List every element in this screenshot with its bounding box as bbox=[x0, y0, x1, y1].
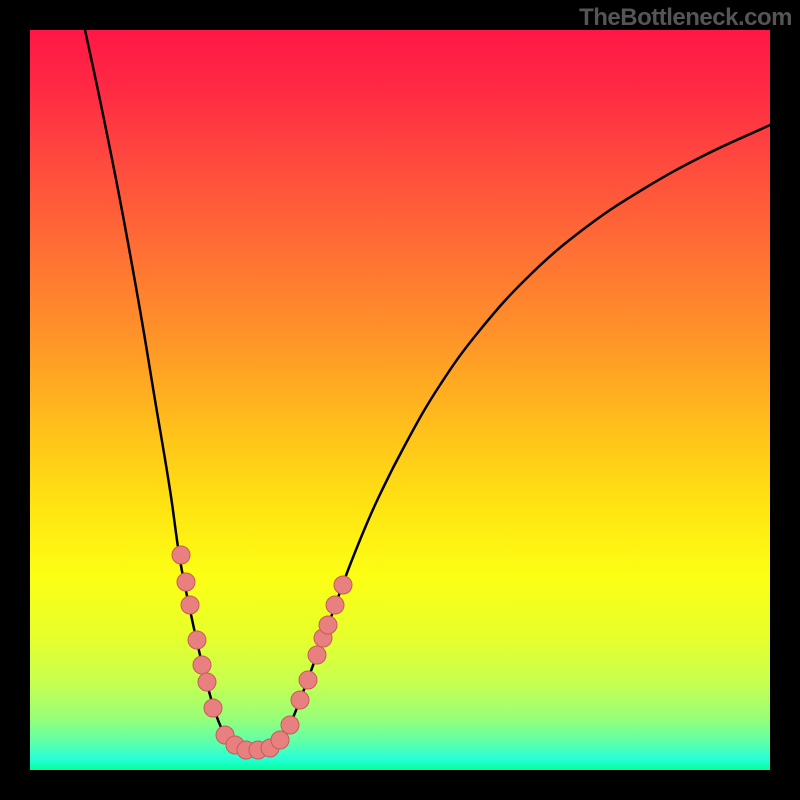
curve-marker bbox=[334, 576, 352, 594]
curve-marker bbox=[181, 596, 199, 614]
curve-marker bbox=[291, 691, 309, 709]
curve-marker bbox=[204, 699, 222, 717]
curve-marker bbox=[172, 546, 190, 564]
chart-svg bbox=[30, 30, 770, 770]
curve-marker bbox=[193, 656, 211, 674]
curve-marker bbox=[319, 616, 337, 634]
curve-marker bbox=[326, 596, 344, 614]
curve-marker bbox=[188, 631, 206, 649]
curve-marker bbox=[177, 573, 195, 591]
curve-marker bbox=[281, 716, 299, 734]
curve-marker bbox=[299, 671, 317, 689]
curve-marker bbox=[308, 646, 326, 664]
watermark-text: TheBottleneck.com bbox=[579, 4, 792, 32]
chart-frame bbox=[30, 30, 770, 770]
gradient-background bbox=[30, 30, 770, 770]
curve-marker bbox=[198, 673, 216, 691]
